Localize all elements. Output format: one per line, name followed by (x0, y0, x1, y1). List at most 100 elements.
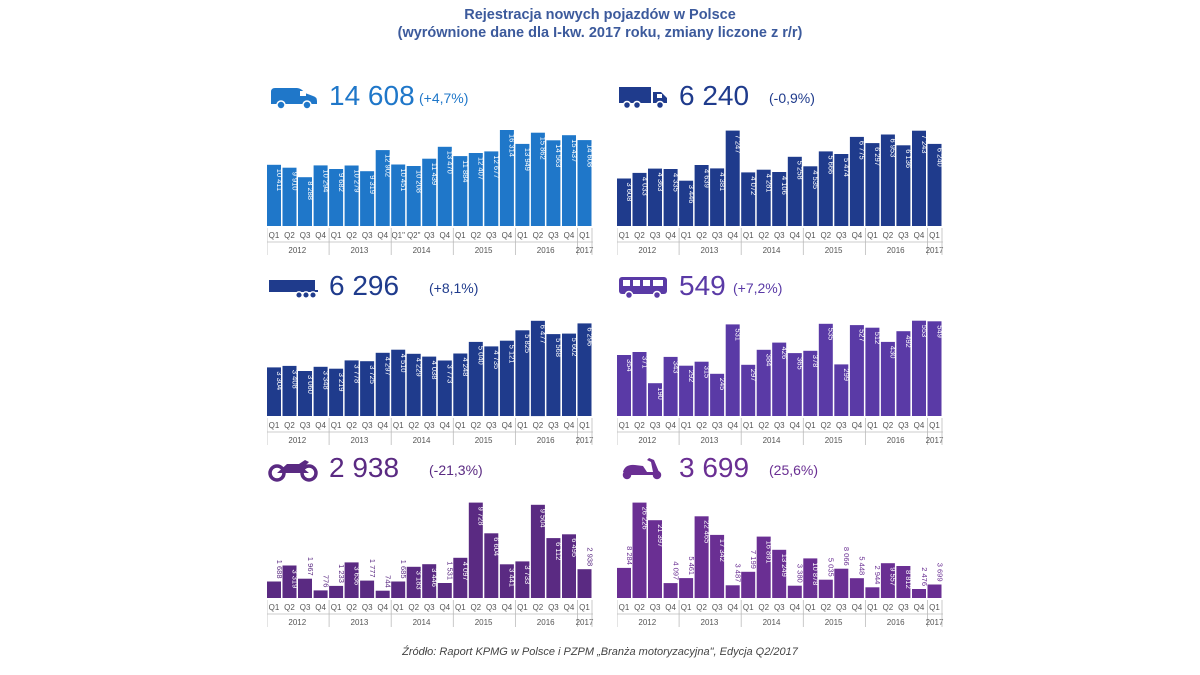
motorcycles-category-label: Q3 (362, 603, 373, 612)
motorcycles-bar (329, 585, 344, 598)
cars-bar (484, 151, 499, 226)
trucks-value-label: 4 335 (671, 173, 680, 192)
trucks-category-label: Q3 (774, 231, 785, 240)
trucks-bar (663, 169, 678, 226)
buses-value-label: 512 (873, 332, 882, 345)
trailers-value-label: 4 297 (384, 357, 393, 376)
trailers-value-label: 6 477 (539, 325, 548, 344)
trucks-value-label: 4 639 (702, 169, 711, 188)
trailers-headline: 6 296 (+8,1%) (267, 266, 597, 306)
buses-bar (927, 321, 942, 416)
buses-year-label: 2012 (638, 436, 656, 445)
scooters-bar (772, 549, 787, 598)
motorcycles-bar (298, 578, 312, 598)
cars-bar (313, 165, 328, 226)
trailers-category-label: Q2 (470, 421, 481, 430)
buses-category-label: Q3 (650, 421, 661, 430)
trailers-category-label: Q1 (455, 421, 466, 430)
motorcycles-headline: 2 938 (-21,3%) (267, 448, 597, 488)
cars-category-label: Q4 (564, 231, 575, 240)
trucks-category-label: Q2 (634, 231, 645, 240)
cars-year-label: 2013 (351, 246, 369, 255)
trailers-category-label: Q4 (502, 421, 513, 430)
trailers-value-label: 5 825 (523, 334, 532, 353)
buses-category-label: Q2 (820, 421, 831, 430)
cars-value-label: 16 314 (508, 134, 517, 157)
scooters-category-label: Q3 (712, 603, 723, 612)
cars-bar (499, 130, 514, 226)
scooters-value-label: 7 199 (749, 550, 758, 569)
buses-value-label: 426 (780, 347, 789, 360)
trucks-total-value: 6 240 (679, 80, 750, 111)
scooters-bar (663, 583, 678, 598)
buses-total-value: 549 (679, 270, 726, 301)
trailers-category-label: Q2 (533, 421, 544, 430)
cars-year-label: 2012 (288, 246, 306, 255)
scooters-year-label: 2015 (825, 618, 843, 627)
trailers-category-label: Q3 (362, 421, 373, 430)
scooters-category-label: Q2 (883, 603, 894, 612)
cars-value-label: 12 677 (492, 155, 501, 178)
cars-bar (530, 132, 545, 226)
cars-category-label: Q3 (362, 231, 373, 240)
buses-value-label: 365 (796, 357, 805, 370)
trucks-value-label: 4 535 (811, 170, 820, 189)
buses-year-label: 2014 (763, 436, 781, 445)
trailers-change: (+8,1%) (429, 280, 479, 296)
motorcycles-value-label: 3 636 (352, 566, 361, 585)
trailers-bar (562, 333, 576, 416)
scooters-category-label: Q1 (619, 603, 630, 612)
cars-value-label: 10 279 (352, 170, 361, 193)
trailers-category-label: Q4 (564, 421, 575, 430)
buses-bar (787, 353, 802, 416)
motorcycles-year-label: 2017 (576, 618, 594, 627)
trailers-value-label: 5 121 (508, 345, 517, 364)
scooters-category-label: Q2 (634, 603, 645, 612)
trucks-bar (772, 172, 787, 226)
motorcycles-bar (391, 581, 406, 598)
trucks-bar (710, 168, 725, 226)
scooters-bar (725, 585, 740, 598)
scooters-value-label: 10 878 (811, 562, 820, 585)
motorcycles-bar (468, 502, 483, 598)
motorcycles-value-label: 3 183 (415, 571, 424, 590)
motorcycles-category-label: Q2 (533, 603, 544, 612)
trucks-category-label: Q1 (805, 231, 816, 240)
buses-category-label: Q1 (619, 421, 630, 430)
scooters-bar (648, 520, 662, 598)
scooters-bar (787, 585, 802, 598)
scooters-category-label: Q2 (696, 603, 707, 612)
scooters-value-label: 8 066 (842, 547, 851, 566)
cars-bar (375, 150, 390, 226)
trucks-headline: 6 240 (-0,9%) (617, 76, 947, 116)
trailers-category-label: Q1 (579, 421, 590, 430)
buses-category-label: Q3 (836, 421, 847, 430)
cars-year-label: 2015 (475, 246, 493, 255)
scooters-category-label: Q2 (820, 603, 831, 612)
cars-value-label: 14 563 (554, 144, 563, 167)
motorcycles-value-label: 9 728 (477, 507, 486, 526)
buses-bar (710, 373, 725, 416)
trailers-category-label: Q4 (377, 421, 388, 430)
cars-category-label: Q3 (548, 231, 559, 240)
buses-value-label: 384 (765, 354, 774, 367)
motorcycles-value-label: 9 504 (539, 509, 548, 528)
scooters-category-label: Q1 (743, 603, 754, 612)
cars-value-label: 8 288 (306, 181, 315, 200)
buses-category-label: Q1 (929, 421, 940, 430)
trailers-value-label: 5 040 (477, 346, 486, 365)
scooters-value-label: 9 557 (889, 567, 898, 586)
cars-value-label: 13 470 (446, 151, 455, 174)
scooters-value-label: 26 226 (640, 507, 649, 530)
buses-value-label: 315 (702, 366, 711, 379)
cars-bar (515, 143, 530, 226)
scooters-value-label: 21 397 (656, 524, 665, 547)
trucks-category-label: Q1 (619, 231, 630, 240)
trailers-year-label: 2013 (351, 436, 369, 445)
motorcycles-category-label: Q2 (284, 603, 295, 612)
motorcycles-bar (406, 566, 421, 598)
motorcycles-change: (-21,3%) (429, 462, 483, 478)
trucks-category-label: Q3 (650, 231, 661, 240)
cars-category-label: Q2" (407, 231, 421, 240)
scooters-category-label: Q1 (805, 603, 816, 612)
